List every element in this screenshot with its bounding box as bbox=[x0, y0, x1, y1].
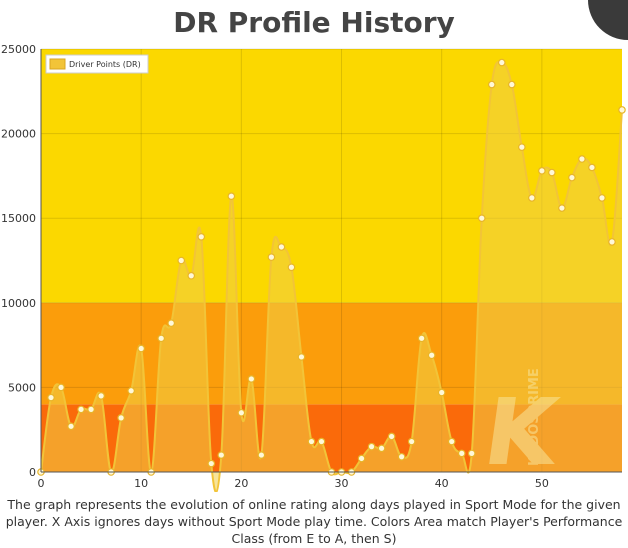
data-point-49 bbox=[528, 194, 536, 202]
data-point-25 bbox=[287, 263, 296, 272]
data-point-51 bbox=[548, 168, 556, 177]
data-point-26 bbox=[297, 353, 306, 361]
x-tick-label-3: 30 bbox=[335, 477, 349, 490]
x-tick-label-0: 0 bbox=[38, 477, 45, 490]
data-point-10 bbox=[137, 344, 145, 353]
y-tick-label-0: 0 bbox=[29, 466, 36, 479]
data-point-43 bbox=[467, 449, 476, 458]
legend-swatch bbox=[49, 58, 66, 70]
data-point-34 bbox=[377, 444, 386, 453]
data-point-37 bbox=[407, 437, 416, 446]
dr-history-chart: KKUDOSPRIME05000100001500020000250000102… bbox=[1, 43, 626, 492]
chart-legend: Driver Points (DR) bbox=[45, 54, 149, 74]
data-point-58 bbox=[618, 106, 626, 114]
data-point-27 bbox=[307, 437, 316, 446]
data-point-44 bbox=[477, 214, 486, 223]
data-point-42 bbox=[457, 449, 466, 458]
data-point-35 bbox=[387, 432, 396, 441]
data-point-8 bbox=[117, 414, 125, 422]
y-tick-label-3: 15000 bbox=[1, 212, 36, 225]
x-tick-label-2: 20 bbox=[234, 477, 248, 490]
data-point-14 bbox=[177, 256, 186, 265]
x-tick-label-4: 40 bbox=[435, 477, 449, 490]
data-point-33 bbox=[367, 442, 376, 451]
data-point-54 bbox=[578, 155, 586, 163]
data-point-18 bbox=[217, 451, 226, 459]
data-point-32 bbox=[357, 454, 366, 463]
data-point-6 bbox=[97, 392, 105, 400]
data-point-41 bbox=[447, 437, 456, 446]
y-tick-label-4: 20000 bbox=[1, 128, 36, 141]
legend-box bbox=[45, 54, 149, 74]
data-point-22 bbox=[257, 451, 266, 459]
data-point-9 bbox=[127, 386, 135, 395]
series-area bbox=[41, 62, 622, 492]
data-point-2 bbox=[57, 383, 65, 392]
data-point-50 bbox=[538, 167, 546, 175]
data-point-38 bbox=[417, 334, 426, 343]
data-point-39 bbox=[427, 351, 436, 360]
data-point-3 bbox=[67, 422, 75, 431]
x-tick-label-5: 50 bbox=[535, 477, 549, 490]
chart-title: DR Profile History bbox=[173, 6, 455, 39]
data-point-4 bbox=[77, 405, 85, 414]
data-point-46 bbox=[497, 58, 506, 67]
data-point-1 bbox=[47, 393, 55, 402]
data-point-48 bbox=[518, 143, 526, 151]
data-point-45 bbox=[487, 80, 496, 89]
data-point-17 bbox=[207, 459, 216, 468]
x-tick-label-1: 10 bbox=[134, 477, 148, 490]
legend-label: Driver Points (DR) bbox=[69, 60, 141, 69]
data-point-56 bbox=[598, 194, 606, 202]
data-point-57 bbox=[608, 238, 616, 246]
data-point-15 bbox=[187, 271, 196, 280]
data-point-53 bbox=[568, 173, 576, 182]
data-point-52 bbox=[558, 204, 566, 212]
data-point-55 bbox=[588, 163, 596, 172]
data-point-28 bbox=[317, 437, 326, 446]
data-point-23 bbox=[267, 253, 276, 261]
data-point-5 bbox=[87, 405, 95, 414]
y-tick-label-2: 10000 bbox=[1, 297, 36, 310]
data-point-19 bbox=[227, 192, 236, 201]
data-point-21 bbox=[247, 375, 256, 383]
data-point-40 bbox=[437, 388, 446, 397]
data-point-12 bbox=[157, 334, 166, 343]
data-point-24 bbox=[277, 243, 286, 251]
y-tick-label-1: 5000 bbox=[8, 381, 36, 394]
data-point-13 bbox=[167, 319, 176, 327]
data-point-16 bbox=[197, 233, 206, 241]
data-point-36 bbox=[397, 452, 406, 461]
y-tick-label-5: 25000 bbox=[1, 43, 36, 56]
data-point-20 bbox=[237, 408, 246, 417]
data-point-47 bbox=[508, 80, 516, 89]
chart-caption: The graph represents the evolution of on… bbox=[5, 497, 623, 546]
